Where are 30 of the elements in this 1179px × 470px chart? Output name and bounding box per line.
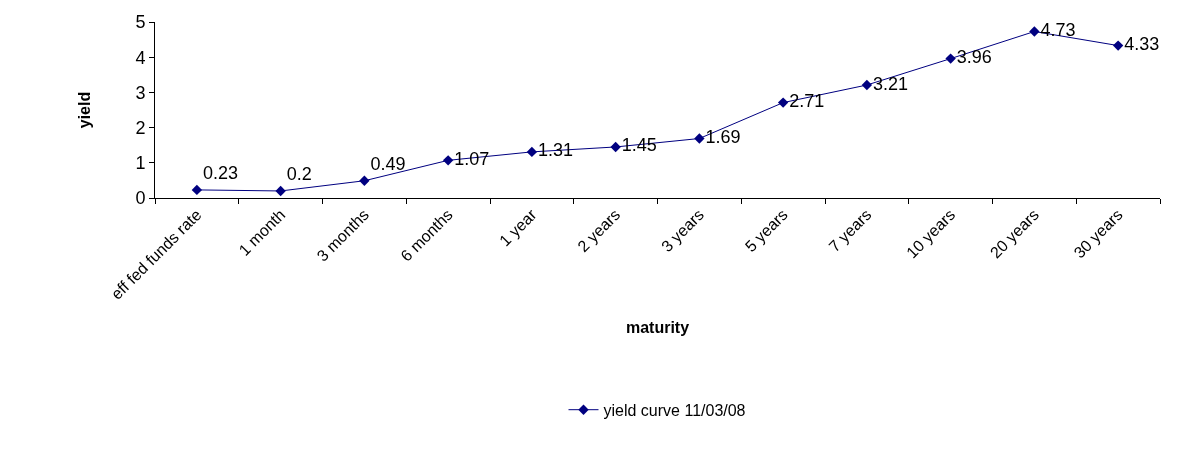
data-label: 1.69 [705,127,741,148]
point [945,53,956,64]
y-tick-label: 2 [135,117,146,138]
point [442,155,454,166]
point [777,97,789,108]
y-tick-label: 4 [135,47,146,68]
point [191,184,203,196]
x-axis-title: maturity [625,319,690,337]
y-tick-label: 3 [135,82,146,103]
point [610,141,621,153]
point [1029,26,1040,37]
data-label: 3.21 [872,73,908,94]
y-tick-label: 0 [135,188,146,209]
point [861,79,873,91]
data-label: 0.49 [370,154,406,175]
y-tick-label: 5 [135,12,146,33]
data-label: 3.96 [956,47,992,68]
data-label: 0.2 [286,164,312,185]
data-label: 2.71 [789,91,825,112]
point [694,133,705,144]
legend-label: yield curve 11/03/08 [603,401,746,419]
y-tick-label: 1 [135,153,146,174]
data-label: 4.33 [1124,34,1160,55]
point [1112,40,1124,51]
data-label: 0.23 [202,163,238,184]
y-axis-title: yield [76,91,94,129]
point [359,175,370,186]
point [275,185,286,197]
data-label: 4.73 [1040,20,1076,40]
point [526,146,538,158]
